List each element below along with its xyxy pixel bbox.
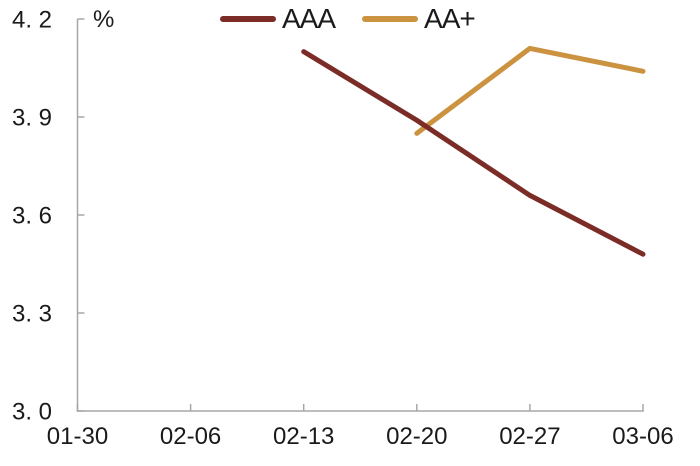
y-tick-label: 3. 6 (12, 203, 52, 230)
y-tick-label: 3. 0 (12, 399, 52, 426)
series-line-aaa (301, 49, 646, 257)
series-line-aa-plus (414, 45, 646, 136)
x-tick-label: 01-30 (47, 423, 108, 450)
y-tick-label: 3. 3 (12, 301, 52, 328)
legend-item-aa-plus: AA+ (362, 3, 476, 35)
x-tick-label: 02-27 (499, 423, 560, 450)
legend-swatch-aa-plus (362, 16, 419, 22)
legend-item-aaa: AAA (220, 3, 336, 35)
x-tick-label: 02-13 (273, 423, 334, 450)
y-axis-unit-label: % (93, 6, 115, 33)
legend-swatch-aaa (220, 16, 276, 22)
x-tick-label: 03-06 (612, 423, 673, 450)
legend-label-aa-plus: AA+ (424, 3, 476, 34)
axes (76, 19, 644, 412)
y-tick-label: 3. 9 (12, 105, 52, 132)
legend: AAA AA+ (220, 3, 476, 35)
y-tick-label: 4. 2 (12, 7, 52, 34)
y-axis-ticks: 3. 0 3. 3 3. 6 3. 9 4. 2 (12, 7, 85, 426)
x-axis-ticks: 01-30 02-06 02-13 02-20 02-27 03-06 (47, 404, 674, 450)
legend-label-aaa: AAA (282, 3, 336, 34)
x-tick-label: 02-20 (386, 423, 447, 450)
x-tick-label: 02-06 (160, 423, 221, 450)
